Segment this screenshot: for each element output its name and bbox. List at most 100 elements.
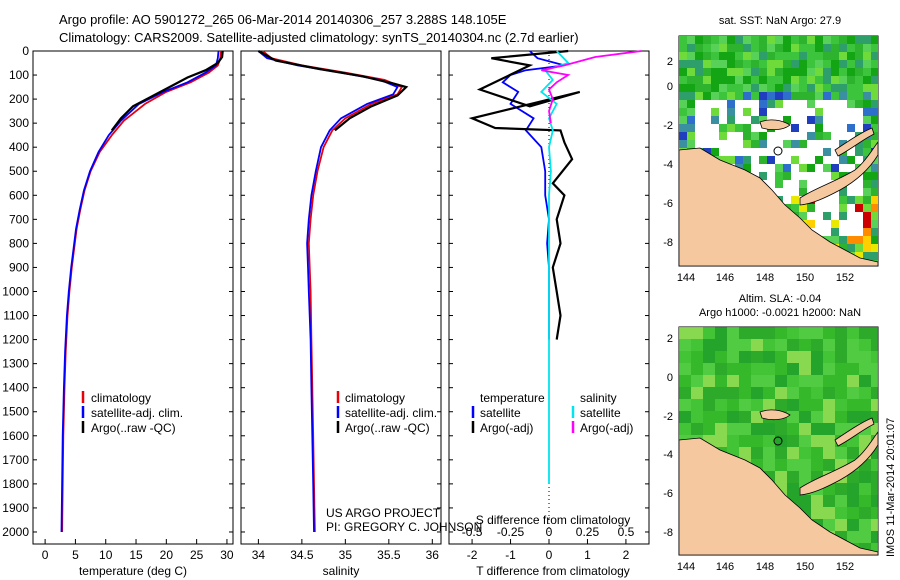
sst-cell bbox=[743, 164, 751, 172]
sst-cell bbox=[719, 52, 727, 60]
sst-cell bbox=[847, 92, 855, 100]
sst-cell bbox=[687, 52, 695, 60]
sla-cell bbox=[787, 447, 799, 459]
sla-cell bbox=[739, 339, 751, 351]
sst-cell bbox=[871, 60, 878, 68]
temperature-xtick-label: 20 bbox=[160, 548, 174, 562]
sst-cell bbox=[791, 84, 799, 92]
sla-cell bbox=[727, 399, 739, 411]
sla-cell bbox=[823, 519, 835, 531]
difference-xtick-label-s: 0.25 bbox=[576, 525, 600, 539]
sst-cell bbox=[791, 156, 799, 164]
sst-cell bbox=[863, 236, 871, 244]
sla-cell bbox=[859, 435, 871, 447]
sst-cell bbox=[719, 44, 727, 52]
sla-cell bbox=[823, 435, 835, 447]
depth-tick-label: 600 bbox=[9, 188, 29, 202]
sst-cell bbox=[871, 220, 878, 228]
sst-cell bbox=[823, 60, 831, 68]
sla-cell bbox=[775, 459, 787, 471]
sst-cell bbox=[735, 84, 743, 92]
sla-cell bbox=[859, 399, 871, 411]
sla-cell bbox=[871, 351, 878, 363]
sst-cell bbox=[855, 92, 863, 100]
sst-cell bbox=[759, 156, 767, 164]
sla-cell bbox=[871, 387, 878, 399]
sla-ytick: -2 bbox=[663, 411, 673, 423]
sst-cell bbox=[839, 156, 847, 164]
sst-cell bbox=[815, 84, 823, 92]
sst-cell bbox=[847, 124, 855, 132]
sla-cell bbox=[871, 519, 878, 531]
sla-cell bbox=[691, 339, 703, 351]
sst-cell bbox=[743, 44, 751, 52]
sla-cell bbox=[847, 519, 859, 531]
sla-cell bbox=[715, 435, 727, 447]
sla-cell bbox=[727, 435, 739, 447]
sst-cell bbox=[847, 76, 855, 84]
sla-cell bbox=[739, 447, 751, 459]
sst-cell bbox=[743, 52, 751, 60]
sst-cell bbox=[759, 84, 767, 92]
legend-label-satellite: satellite-adj. clim. bbox=[345, 406, 437, 420]
sla-cell bbox=[739, 363, 751, 375]
sla-cell bbox=[763, 327, 775, 339]
sst-cell bbox=[871, 76, 878, 84]
sla-cell bbox=[787, 363, 799, 375]
depth-tick-label: 1500 bbox=[2, 405, 29, 419]
difference-xtick-label-s: 0.5 bbox=[618, 525, 635, 539]
sst-cell bbox=[871, 36, 878, 44]
sla-xtick: 152 bbox=[836, 561, 854, 573]
depth-tick-label: 1100 bbox=[3, 309, 29, 323]
legend-label-argo: Argo(..raw -QC) bbox=[345, 421, 430, 435]
sst-cell bbox=[711, 60, 719, 68]
sst-ytick: 2 bbox=[667, 56, 673, 68]
sla-cell bbox=[835, 399, 847, 411]
sla-cell bbox=[859, 375, 871, 387]
sla-cell bbox=[859, 471, 871, 483]
sst-cell bbox=[799, 164, 807, 172]
sst-cell bbox=[807, 164, 815, 172]
sst-cell bbox=[687, 116, 695, 124]
sla-cell bbox=[691, 411, 703, 423]
salinity-xtick-label: 35.5 bbox=[377, 548, 401, 562]
new-ireland-land bbox=[834, 127, 875, 157]
sla-cell bbox=[799, 387, 811, 399]
sst-cell bbox=[743, 132, 751, 140]
sst-cell bbox=[823, 44, 831, 52]
sst-cell bbox=[871, 164, 878, 172]
legend-label-satellite: satellite-adj. clim. bbox=[91, 406, 183, 420]
sla-cell bbox=[703, 363, 715, 375]
sst-cell bbox=[815, 108, 823, 116]
sla-cell bbox=[859, 327, 871, 339]
sla-cell bbox=[859, 531, 871, 543]
sst-cell bbox=[767, 84, 775, 92]
depth-tick-label: 2000 bbox=[2, 525, 29, 539]
sst-cell bbox=[727, 84, 735, 92]
sst-cell bbox=[687, 100, 695, 108]
depth-tick-label: 1700 bbox=[2, 453, 29, 467]
argo-float-marker bbox=[773, 146, 783, 156]
sla-cell bbox=[859, 483, 871, 495]
sla-cell bbox=[763, 351, 775, 363]
sst-cell bbox=[695, 76, 703, 84]
sla-cell bbox=[715, 339, 727, 351]
sst-cell bbox=[743, 84, 751, 92]
sla-cell bbox=[823, 363, 835, 375]
sst-xtick: 150 bbox=[796, 272, 814, 284]
sst-cell bbox=[831, 220, 839, 228]
sst-cell bbox=[719, 156, 727, 164]
depth-tick-label: 1200 bbox=[2, 333, 29, 347]
sst-cell bbox=[815, 68, 823, 76]
sst-cell bbox=[679, 92, 687, 100]
sst-cell bbox=[831, 164, 839, 172]
sla-xtick: 144 bbox=[677, 561, 695, 573]
sst-cell bbox=[695, 36, 703, 44]
sla-cell bbox=[799, 375, 811, 387]
sla-cell bbox=[775, 375, 787, 387]
sla-cell bbox=[703, 399, 715, 411]
sla-cell bbox=[763, 423, 775, 435]
sla-cell bbox=[787, 411, 799, 423]
sst-cell bbox=[727, 36, 735, 44]
